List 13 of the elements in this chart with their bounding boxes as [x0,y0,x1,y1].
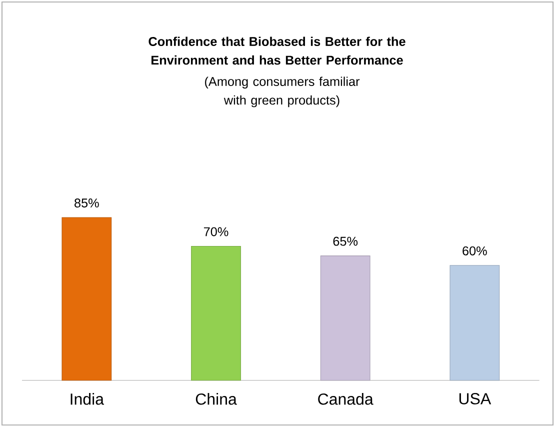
x-tick-label: China [196,393,237,405]
bar [191,246,241,381]
bar [450,265,500,381]
data-label: 65% [333,236,358,246]
data-label: 60% [462,246,487,256]
data-label: 70% [204,227,228,236]
data-label: 85% [74,198,99,208]
chart-subtitle: (Among consumers familiar with green products) [205,76,360,108]
chart-title: Confidence that Biobased is Better for the Environment and has Better Performance [148,36,406,65]
x-tick-label: Canada [318,393,374,405]
bar [62,217,112,381]
x-tick-label: India [70,393,104,405]
x-tick-label: USA [459,393,492,404]
